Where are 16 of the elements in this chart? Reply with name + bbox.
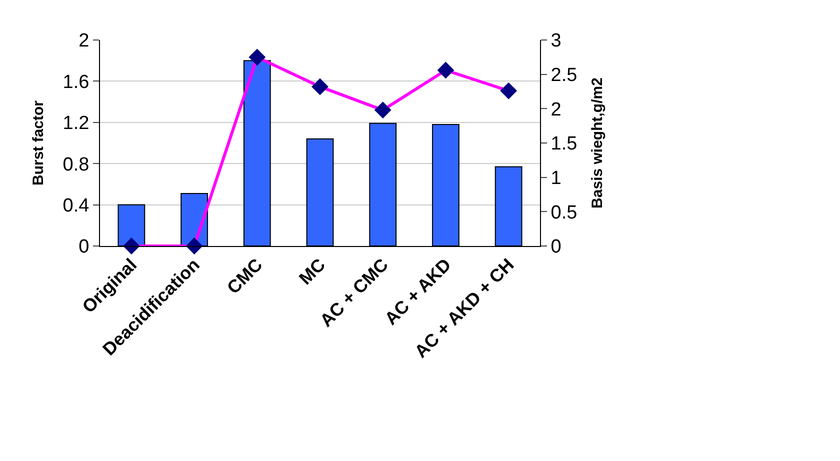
y-axis-title: Burst factor <box>30 100 48 186</box>
y-tick-label: 0 <box>78 236 90 258</box>
y2-tick-label: 3 <box>550 30 562 52</box>
y2-tick-label: 1.5 <box>550 134 578 155</box>
y2-tick-label: 1 <box>550 168 562 189</box>
y-tick-label: 2 <box>78 30 90 52</box>
y-tick-label: 0.4 <box>62 195 90 216</box>
y-tick-label: 1.6 <box>62 72 90 93</box>
y2-tick-label: 2 <box>550 99 562 120</box>
y2-axis-title: Basis wieght,g/m2 <box>589 78 606 208</box>
x-tick-label: MC <box>295 254 330 289</box>
y-tick-label: 0.8 <box>62 154 90 176</box>
y-tick-label: 1.2 <box>62 113 90 134</box>
y2-tick-label: 0.5 <box>550 202 578 224</box>
y2-tick-label: 0 <box>550 236 562 258</box>
y2-tick-label: 2.5 <box>550 64 578 86</box>
